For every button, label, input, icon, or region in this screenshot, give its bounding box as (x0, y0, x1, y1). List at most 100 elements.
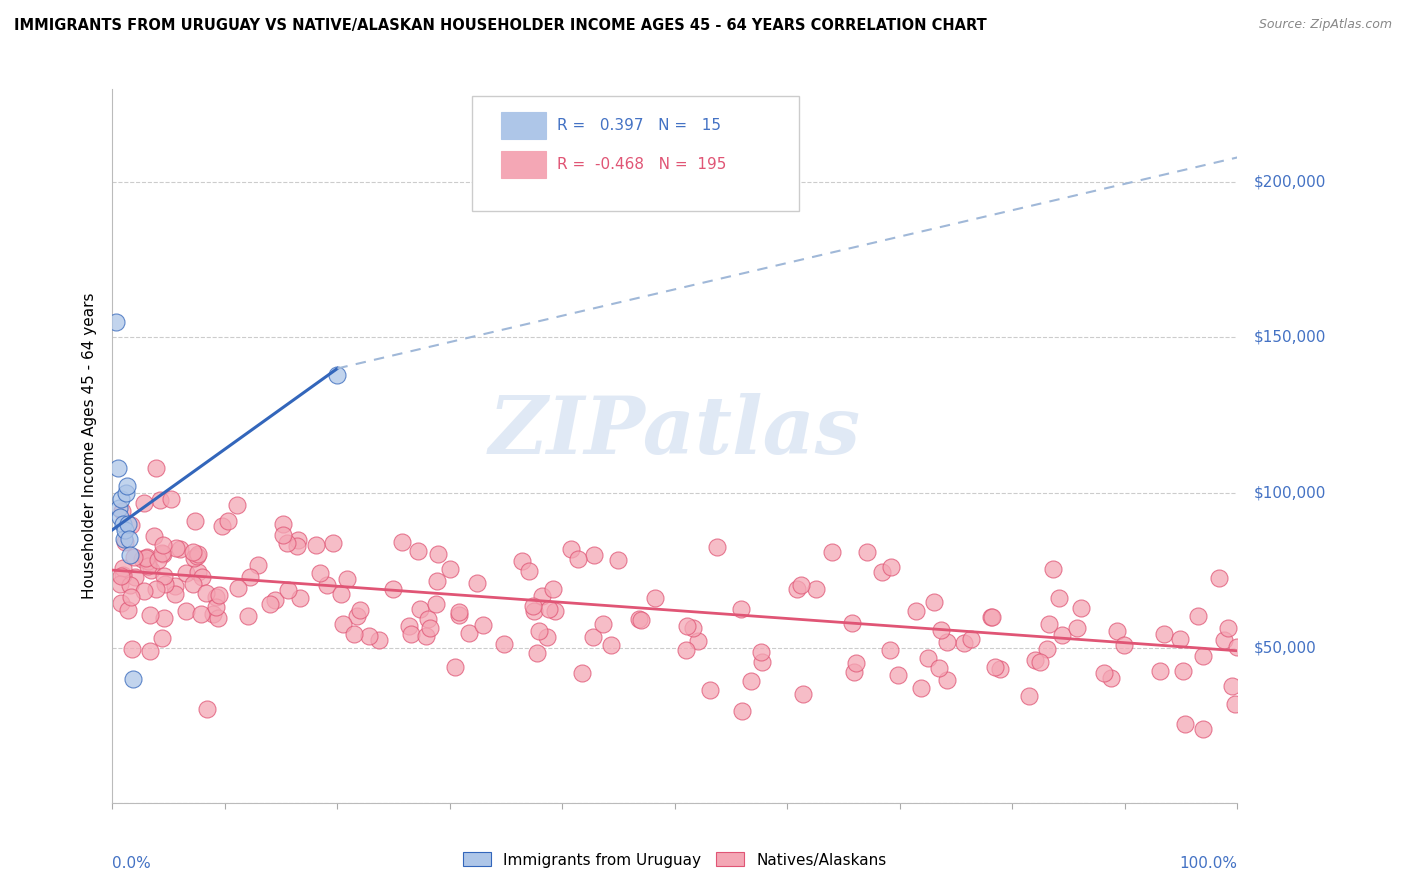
Point (415, 629, 437, 643)
Point (115, 479, 138, 493)
Point (226, 498, 249, 512)
Point (1050, 628, 1073, 642)
Point (398, 619, 420, 633)
Point (112, 532, 135, 546)
Point (1149, 664, 1171, 678)
Point (153, 569, 176, 583)
Point (117, 516, 139, 531)
Point (308, 566, 330, 581)
Point (111, 504, 134, 518)
Point (135, 550, 157, 565)
Point (510, 553, 533, 567)
Point (104, 315, 127, 329)
Point (110, 596, 132, 610)
Point (644, 591, 666, 606)
Point (439, 562, 461, 576)
Point (443, 659, 465, 673)
Point (236, 608, 259, 623)
Text: 100.0%: 100.0% (1180, 856, 1237, 871)
Text: $150,000: $150,000 (1254, 330, 1326, 345)
Point (842, 665, 865, 679)
Point (367, 632, 389, 647)
Point (936, 673, 959, 687)
Legend: Immigrants from Uruguay, Natives/Alaskans: Immigrants from Uruguay, Natives/Alaskan… (457, 847, 893, 873)
Point (1218, 621, 1240, 635)
Point (349, 602, 371, 616)
Point (117, 603, 139, 617)
Point (406, 543, 429, 558)
Point (905, 604, 928, 618)
Point (567, 552, 589, 566)
Point (1024, 653, 1046, 667)
Point (628, 611, 651, 625)
Point (675, 619, 697, 633)
Point (271, 517, 294, 532)
Point (202, 607, 225, 621)
Point (134, 496, 156, 510)
Point (195, 701, 218, 715)
Point (160, 491, 183, 506)
Point (731, 704, 754, 718)
Point (146, 553, 169, 567)
Point (1114, 638, 1136, 652)
Point (928, 661, 950, 675)
Point (879, 643, 901, 657)
Point (935, 634, 957, 648)
Point (143, 529, 166, 543)
Point (980, 609, 1002, 624)
Point (821, 545, 844, 559)
Point (276, 536, 298, 550)
Point (205, 590, 228, 604)
Point (447, 606, 470, 620)
Point (184, 514, 207, 528)
Point (191, 569, 214, 583)
Point (190, 607, 212, 621)
Point (135, 549, 157, 564)
Point (959, 632, 981, 647)
Point (152, 538, 174, 552)
Point (1171, 664, 1194, 678)
Point (165, 586, 187, 600)
Point (706, 540, 728, 554)
Point (427, 547, 450, 561)
Point (228, 581, 250, 595)
Point (357, 629, 380, 643)
Point (181, 545, 204, 559)
Point (110, 510, 132, 524)
Point (124, 550, 146, 565)
Point (121, 641, 143, 656)
Point (111, 560, 134, 574)
Point (120, 590, 142, 604)
Point (630, 614, 652, 628)
Point (114, 523, 136, 537)
Point (285, 539, 308, 553)
Point (870, 566, 893, 580)
Text: $200,000: $200,000 (1254, 175, 1326, 190)
Point (845, 657, 868, 671)
Point (917, 651, 939, 665)
Point (1212, 632, 1234, 647)
Point (560, 542, 582, 557)
Point (1192, 722, 1215, 736)
Point (582, 549, 605, 563)
Point (326, 368, 349, 382)
Point (581, 630, 603, 644)
Point (194, 586, 217, 600)
Point (856, 545, 879, 559)
Point (571, 665, 593, 680)
Point (607, 553, 630, 567)
Text: R =  -0.468   N =  195: R = -0.468 N = 195 (557, 157, 725, 172)
Point (786, 582, 808, 597)
Point (688, 634, 710, 648)
Point (682, 621, 704, 635)
Point (132, 583, 155, 598)
Point (1047, 591, 1070, 606)
Point (1042, 561, 1064, 575)
Point (517, 564, 540, 578)
Point (523, 604, 546, 618)
Point (217, 514, 239, 528)
Point (988, 662, 1011, 676)
Point (1187, 609, 1209, 624)
Point (139, 607, 162, 622)
Point (336, 572, 359, 586)
